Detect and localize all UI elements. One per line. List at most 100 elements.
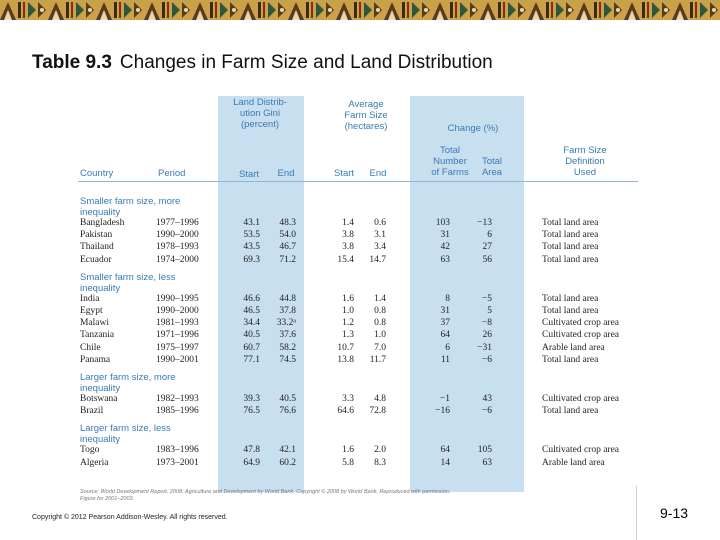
cell-definition: Total land area [542, 254, 599, 265]
cell-farm-size-start: 13.8 [337, 354, 354, 365]
cell-change-farms: 6 [445, 342, 450, 353]
cell-definition: Total land area [542, 230, 599, 241]
cell-gini-end: 54.0 [279, 230, 296, 241]
cell-gini-end: 48.3 [279, 218, 296, 228]
header-farm-size: Average Farm Size (hectares) [344, 99, 388, 132]
cell-definition: Total land area [542, 218, 599, 228]
cell-change-farms: 31 [440, 306, 451, 316]
cell-period: 1975–1997 [156, 342, 199, 353]
cell-change-area: −6 [481, 354, 492, 365]
header-definition: Farm Size Definition Used [563, 145, 607, 178]
slide-title: Table 9.3 Changes in Farm Size and Land D… [32, 52, 493, 74]
cell-gini-end: 40.5 [279, 394, 296, 404]
cell-definition: Cultivated crop area [542, 318, 620, 329]
cell-change-farms: 103 [435, 218, 450, 228]
cell-gini-start: 76.5 [243, 406, 260, 417]
cell-farm-size-end: 11.7 [369, 354, 386, 365]
cell-farm-size-start: 15.4 [337, 254, 354, 265]
cell-gini-start: 53.5 [243, 230, 260, 241]
cell-period: 1990–1995 [156, 293, 199, 304]
cell-gini-end: 37.8 [279, 306, 296, 316]
cell-change-area: 26 [482, 330, 493, 341]
cell-change-farms: −1 [439, 394, 450, 404]
cell-change-area: 105 [477, 445, 492, 456]
cell-period: 1978–1993 [156, 242, 199, 253]
cell-country: Togo [80, 445, 100, 456]
table-row: Togo 1983–1996 47.8 42.1 1.6 2.0 64 105 Cultivat… [78, 445, 638, 457]
decorative-banner [0, 0, 720, 20]
cell-change-area: 6 [487, 230, 492, 241]
cell-gini-start: 46.5 [243, 306, 260, 316]
cell-gini-start: 46.6 [243, 293, 260, 304]
title-number: Table 9.3 [32, 52, 112, 73]
cell-period: 1981–1993 [156, 318, 199, 329]
table-row: Brazil 1985–1996 76.5 76.6 64.6 72.8 −16 −6 Tota… [78, 406, 638, 418]
cell-farm-size-start: 1.2 [342, 318, 354, 329]
cell-period: 1977–1996 [156, 218, 199, 228]
cell-definition: Arable land area [542, 342, 605, 353]
cell-period: 1982–1993 [156, 394, 199, 404]
cell-change-area: −5 [481, 293, 492, 304]
cell-gini-end: 44.8 [279, 293, 296, 304]
cell-change-farms: 11 [440, 354, 450, 365]
cell-farm-size-end: 1.4 [374, 293, 386, 304]
cell-farm-size-end: 8.3 [374, 457, 386, 468]
cell-change-farms: 8 [445, 293, 450, 304]
table-row: Tanzania 1971–1996 40.5 37.6 1.3 1.0 64 26 Culti… [78, 330, 638, 342]
copyright-text: Copyright © 2012 Pearson Addison-Wesley.… [32, 514, 228, 521]
cell-farm-size-end: 2.0 [374, 445, 386, 456]
cell-change-farms: 14 [440, 457, 451, 468]
tribal-pattern-icon [0, 0, 720, 20]
table-row: Thailand 1978–1993 43.5 46.7 3.8 3.4 42 27 Total… [78, 242, 638, 254]
cell-farm-size-start: 64.6 [337, 406, 354, 417]
cell-definition: Total land area [542, 406, 599, 417]
table-row: Panama 1990–2001 77.1 74.5 13.8 11.7 11 −6 Total… [78, 355, 638, 367]
cell-country: Panama [80, 354, 111, 365]
table-row: Botswana 1982–1993 39.3 40.5 3.3 4.8 −1 43 Culti… [78, 394, 638, 406]
cell-change-area: −6 [481, 406, 492, 417]
cell-definition: Arable land area [542, 457, 605, 468]
cell-country: Botswana [80, 394, 118, 404]
gini-column-band [218, 96, 304, 492]
cell-change-farms: 31 [440, 230, 451, 241]
header-gini-end: End [277, 168, 295, 179]
cell-country: Brazil [80, 406, 104, 417]
cell-change-area: 5 [487, 306, 492, 316]
cell-gini-start: 43.5 [243, 242, 260, 253]
cell-country: Thailand [80, 242, 114, 253]
cell-gini-start: 34.4 [243, 318, 260, 329]
cell-gini-end: 74.5 [279, 354, 296, 365]
cell-change-area: −31 [477, 342, 492, 353]
cell-change-area: −13 [477, 218, 492, 228]
farm-size-table: Land Distrib- ution Gini (percent) Avera… [78, 96, 638, 500]
cell-definition: Cultivated crop area [542, 330, 620, 341]
cell-country: Tanzania [80, 330, 115, 341]
cell-farm-size-start: 5.8 [342, 457, 354, 468]
cell-period: 1973–2001 [156, 457, 199, 468]
cell-gini-start: 39.3 [243, 394, 260, 404]
cell-farm-size-end: 72.8 [369, 406, 386, 417]
cell-gini-end: 33.2ᵃ [276, 318, 296, 329]
cell-period: 1983–1996 [156, 445, 199, 456]
group-label: Larger farm size, more inequality [80, 372, 176, 394]
cell-change-farms: 64 [440, 330, 451, 341]
header-change: Change (%) [447, 123, 499, 134]
header-total-farms: Total Number of Farms [431, 145, 469, 178]
cell-change-farms: 63 [440, 254, 451, 265]
header-period: Period [158, 168, 186, 179]
source-note: Source: World Development Report, 2008: … [80, 489, 451, 502]
cell-gini-end: 60.2 [279, 457, 296, 468]
cell-change-farms: 37 [440, 318, 451, 329]
cell-country: Egypt [80, 306, 103, 316]
header-fs-end: End [369, 168, 387, 179]
header-country: Country [80, 168, 114, 179]
cell-farm-size-start: 1.6 [342, 293, 354, 304]
table-row: Egypt 1990–2000 46.5 37.8 1.0 0.8 31 5 Total lan… [78, 306, 638, 318]
cell-country: India [80, 293, 100, 304]
cell-farm-size-end: 7.0 [374, 342, 386, 353]
cell-country: Ecuador [80, 254, 112, 265]
cell-country: Chile [80, 342, 101, 353]
cell-farm-size-end: 14.7 [369, 254, 386, 265]
cell-period: 1990–2000 [156, 306, 199, 316]
page-number-box [636, 486, 720, 540]
